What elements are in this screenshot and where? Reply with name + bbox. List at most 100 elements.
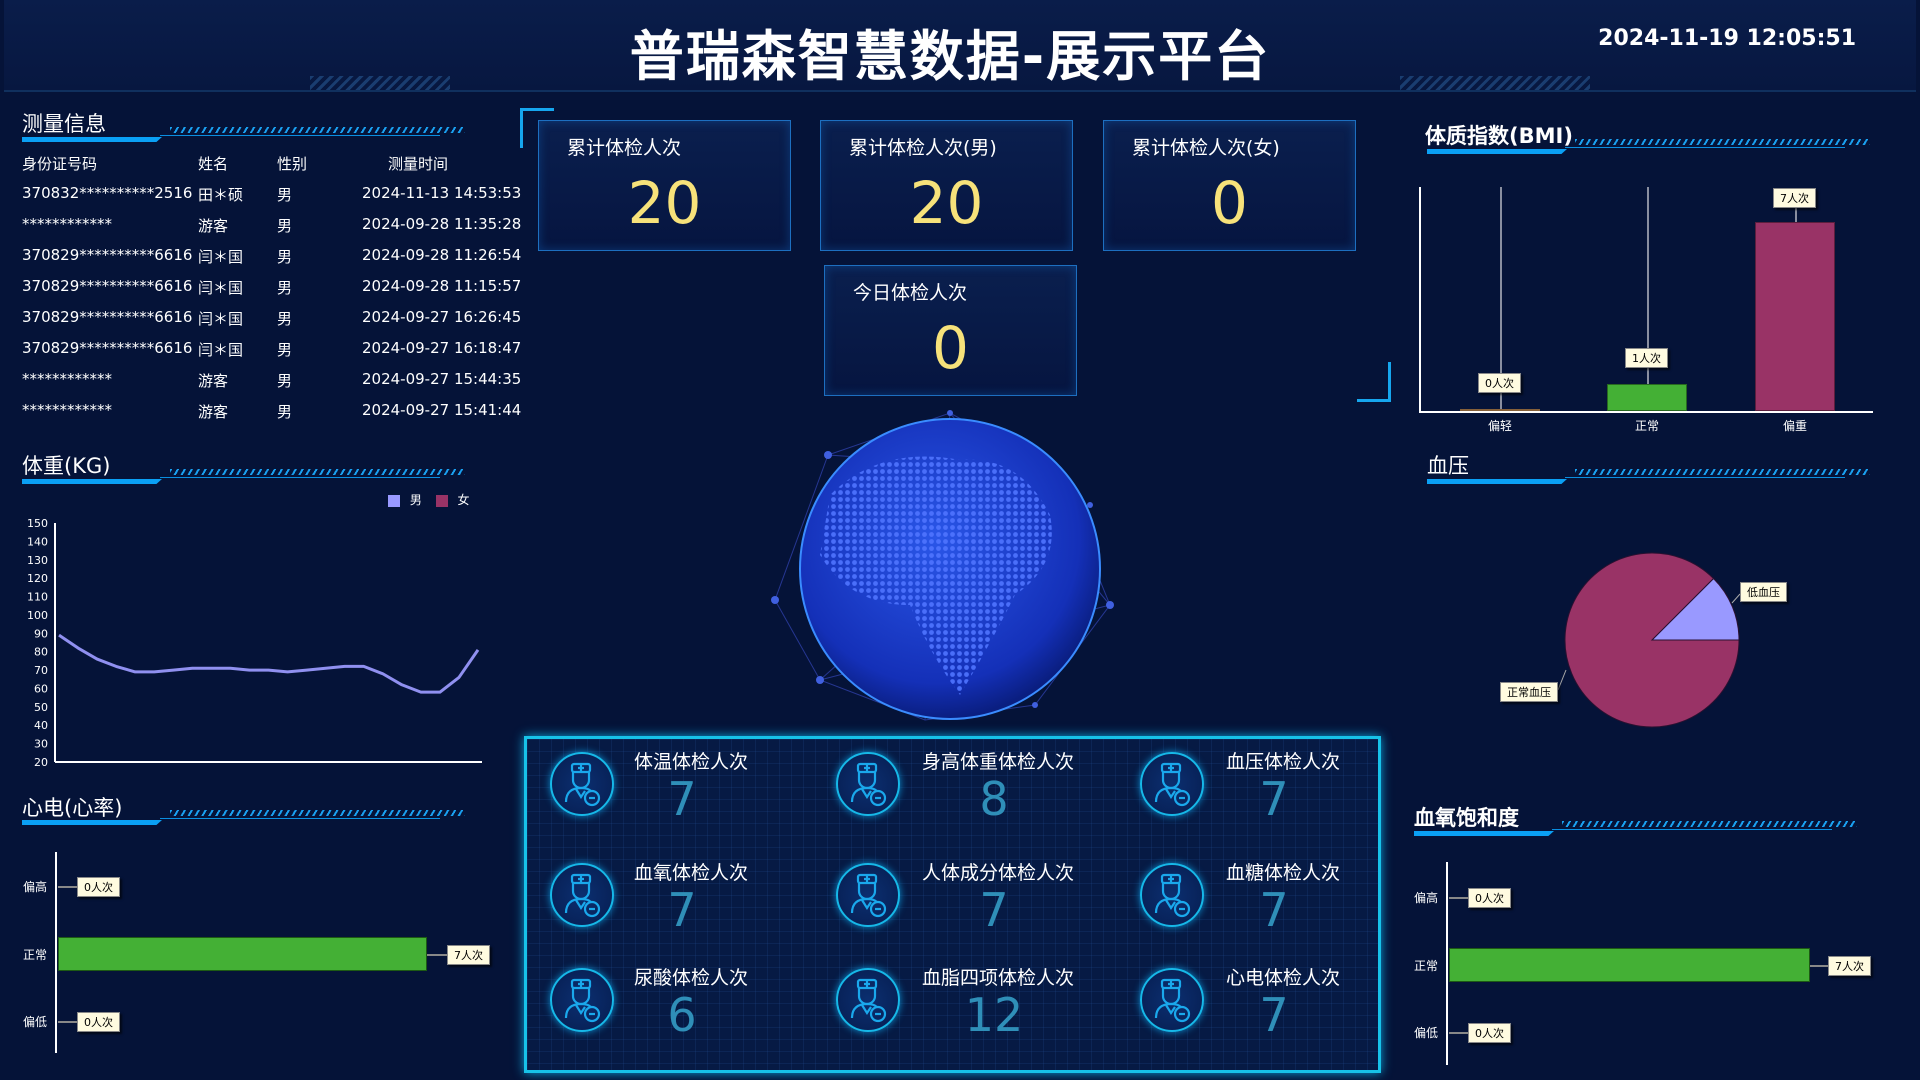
bar [1460,409,1540,411]
bar [1449,948,1810,982]
label-leader [1449,1032,1468,1034]
doctor-icon [550,968,614,1032]
header: 普瑞森智慧数据-展示平台 2024-11-19 12:05:51 [4,0,1916,92]
table-cell: 男 [277,248,293,266]
stat-value: 7 [979,883,1009,937]
y-tick-label: 150 [27,517,48,530]
y-tick-label: 70 [34,664,48,677]
y-tick-label: 100 [27,609,48,622]
data-label: 7人次 [1773,188,1816,208]
legend-female: 女 [457,493,470,507]
card-label: 累计体检人次(女) [1132,137,1280,159]
summary-card: 今日体检人次 0 [824,265,1077,396]
y-tick-label: 120 [27,572,48,585]
title-underline [22,479,162,484]
stat-label: 身高体重体检人次 [922,751,1075,773]
y-tick-label: 90 [34,627,48,640]
title-hatch [1575,469,1870,475]
y-tick-label: 40 [34,719,48,732]
bar [58,937,427,971]
doctor-icon [836,968,900,1032]
table-cell: 田＊硕 [198,186,244,204]
data-label: 0人次 [77,877,120,897]
stat-value: 8 [979,772,1009,826]
y-axis [1446,862,1448,1065]
title-hatch [1562,821,1857,827]
doctor-icon [836,752,900,816]
stat-value: 12 [964,988,1024,1042]
category-label: 正常 [1414,959,1439,973]
table-cell: 2024-11-13 14:53:53 [362,184,522,202]
stat-value: 7 [667,772,697,826]
table-cell: 370829**********6616 [22,308,193,326]
doctor-icon [836,863,900,927]
stat-label: 血压体检人次 [1226,751,1341,773]
card-label: 今日体检人次 [853,282,968,304]
x-axis [1419,411,1873,413]
card-value: 0 [1211,169,1248,237]
table-cell: 男 [277,186,293,204]
series-line-male [58,633,480,694]
stat-label: 血糖体检人次 [1226,862,1341,884]
label-leader [1810,965,1828,967]
label-leader [58,1021,77,1023]
data-label: 7人次 [1828,956,1871,976]
data-label: 0人次 [77,1012,120,1032]
doctor-icon [550,863,614,927]
label-leader [58,886,77,888]
legend-male: 男 [409,493,422,507]
table-cell: 闫＊国 [198,341,244,359]
globe-graphic [771,410,1114,721]
table-cell: 闫＊国 [198,248,244,266]
category-label: 偏高 [1414,891,1439,905]
data-label: 0人次 [1468,1023,1511,1043]
title-line [1565,147,1845,148]
y-axis [1419,187,1421,411]
stat-label: 体温体检人次 [634,751,749,773]
measure-title: 测量信息 [22,112,106,136]
ecg-title: 心电(心率) [22,796,123,820]
table-cell: 游客 [198,217,229,235]
legend-swatch-female [435,494,448,507]
title-underline [1427,479,1567,484]
card-value: 20 [627,169,702,237]
spo2-title: 血氧饱和度 [1414,806,1519,830]
y-tick-label: 20 [34,756,48,769]
table-cell: 男 [277,310,293,328]
title-line [160,135,440,136]
data-label: 0人次 [1478,373,1521,393]
y-tick-label: 60 [34,682,48,695]
title-underline [22,820,162,825]
column-header: 身份证号码 [22,155,98,173]
doctor-icon [1140,968,1204,1032]
pie-slice [1650,577,1740,641]
grid-line [1500,187,1502,411]
title-hatch [170,810,465,816]
header-decoration [310,76,450,90]
column-header: 姓名 [198,155,229,173]
table-cell: 游客 [198,372,229,390]
stat-value: 7 [1259,772,1289,826]
weight-legend: 男 女 [388,491,470,508]
doctor-icon [1140,752,1204,816]
stat-label: 血脂四项体检人次 [922,967,1075,989]
table-cell: 男 [277,279,293,297]
grid-line [1647,187,1649,411]
data-label: 0人次 [1468,888,1511,908]
stat-label: 心电体检人次 [1226,967,1341,989]
title-underline [1427,149,1567,154]
weight-title: 体重(KG) [22,454,111,478]
table-cell: 2024-09-27 15:41:44 [362,401,522,419]
data-label: 1人次 [1625,348,1668,368]
table-cell: ************ [22,401,112,419]
bp-pie-chart [1557,552,1741,728]
title-hatch [170,127,465,133]
pie-label-normal: 正常血压 [1500,682,1558,702]
table-cell: 2024-09-28 11:15:57 [362,277,522,295]
corner-bracket [1357,362,1391,402]
exam-stats-panel [524,736,1381,1073]
label-leader [1731,593,1741,604]
table-cell: 男 [277,217,293,235]
y-tick-label: 130 [27,554,48,567]
table-cell: 闫＊国 [198,279,244,297]
